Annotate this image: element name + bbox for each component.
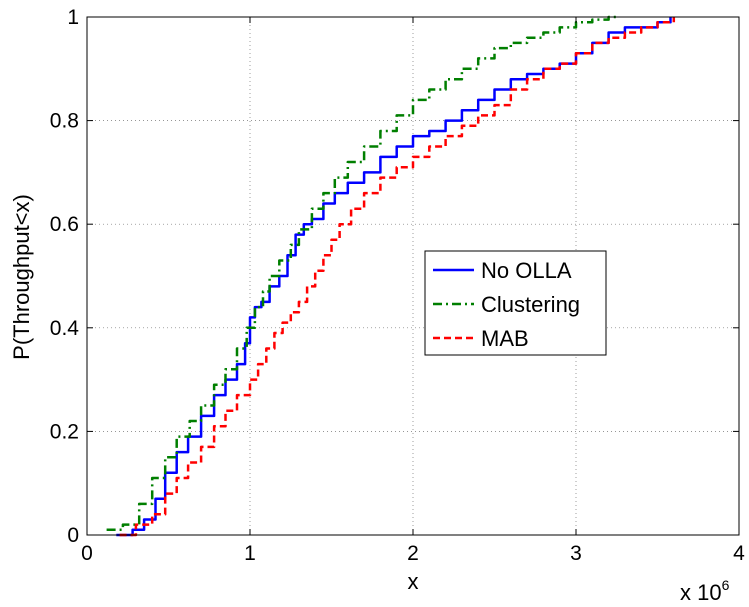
legend-label-mab: MAB	[481, 326, 529, 351]
series-line-mab	[119, 17, 676, 537]
x-tick-label: 2	[407, 542, 419, 565]
plot-background	[87, 17, 739, 535]
axis-ticks: 0 1 2 3 4 0 0.2 0.4 0.6 0.8 1	[50, 6, 745, 565]
x-multiplier-base: x 10	[680, 580, 722, 605]
series-layer	[106, 15, 676, 537]
legend-label-clustering: Clustering	[481, 292, 580, 317]
y-tick-label: 1	[67, 6, 79, 29]
x-multiplier-exponent: 6	[722, 577, 730, 593]
legend-label-no-olla: No OLLA	[481, 258, 572, 283]
y-tick-label: 0.4	[50, 317, 80, 340]
x-tick-label: 4	[733, 542, 745, 565]
y-tick-label: 0.2	[50, 420, 79, 443]
x-tick-label: 0	[81, 542, 93, 565]
x-axis-label: x	[408, 569, 419, 594]
x-tick-label: 1	[244, 542, 256, 565]
legend: No OLLA Clustering MAB	[424, 250, 607, 356]
x-tick-label: 3	[570, 542, 582, 565]
x-multiplier-label: x 106	[680, 577, 730, 605]
y-axis-label: P(Throughput<x)	[9, 194, 34, 360]
grid-lines	[87, 17, 739, 535]
series-line-clustering	[106, 15, 617, 532]
y-tick-label: 0.8	[50, 110, 79, 133]
y-tick-label: 0.6	[50, 213, 79, 236]
y-tick-label: 0	[67, 524, 79, 547]
